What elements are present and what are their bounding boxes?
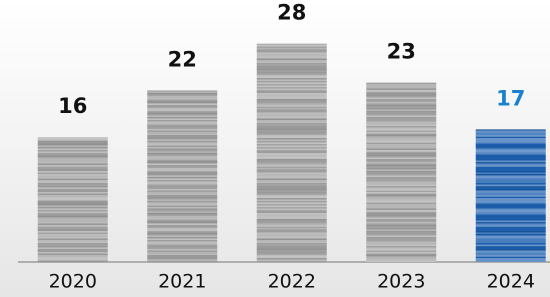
bar	[257, 44, 327, 262]
x-tick-label: 2022	[268, 271, 316, 293]
value-label: 28	[277, 1, 306, 25]
bar	[366, 83, 436, 262]
bar	[476, 129, 546, 262]
chart: 16 2020 22 2021 28 2022 23 2023 17 2024	[0, 0, 550, 297]
value-label: 17	[496, 86, 525, 110]
x-tick-label: 2020	[49, 271, 97, 293]
value-label: 22	[168, 47, 197, 71]
x-tick-label: 2024	[487, 271, 535, 293]
x-tick-label: 2023	[377, 271, 425, 293]
value-label: 23	[387, 40, 416, 64]
value-label: 16	[58, 94, 87, 118]
x-tick-label: 2021	[158, 271, 206, 293]
bar	[38, 137, 108, 262]
bar	[147, 90, 217, 262]
